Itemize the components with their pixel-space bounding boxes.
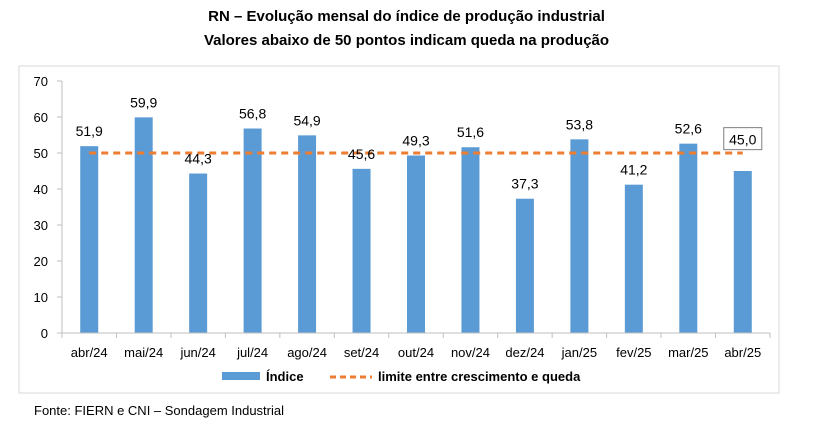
x-tick-label: fev/25 (616, 345, 651, 360)
bar (352, 168, 371, 333)
x-tick-label: set/24 (344, 345, 379, 360)
legend-bar-label: Índice (266, 369, 304, 384)
bar (407, 155, 425, 333)
data-label: 45,6 (348, 146, 375, 162)
x-tick-label: jan/25 (561, 345, 597, 360)
data-label: 45,0 (729, 132, 756, 148)
legend: Índice limite entre crescimento e queda (222, 369, 581, 384)
y-tick-label: 50 (34, 146, 48, 161)
data-label: 52,6 (675, 121, 702, 137)
y-tick-label: 10 (34, 290, 48, 305)
bar (733, 171, 752, 333)
bar (134, 117, 153, 333)
data-label: 51,6 (457, 124, 484, 140)
x-tick-label: jul/24 (236, 345, 268, 360)
chart-title: RN – Evolução mensal do índice de produç… (208, 8, 605, 25)
bar (298, 135, 317, 333)
x-tick-label: nov/24 (451, 345, 490, 360)
bar (189, 173, 208, 333)
data-label: 37,3 (511, 176, 538, 192)
data-label: 56,8 (239, 106, 266, 122)
bar (515, 198, 534, 333)
x-tick-label: ago/24 (287, 345, 327, 360)
y-tick-label: 30 (34, 218, 48, 233)
data-label: 41,2 (620, 162, 647, 178)
data-label-box (723, 127, 763, 151)
x-tick-label: mar/25 (668, 345, 708, 360)
y-tick-label: 40 (34, 182, 48, 197)
y-tick-label: 70 (34, 74, 48, 89)
bar (570, 139, 589, 333)
data-label: 54,9 (293, 112, 320, 128)
y-tick-label: 60 (34, 110, 48, 125)
data-label: 59,9 (130, 94, 157, 110)
y-tick-label: 20 (34, 254, 48, 269)
bar (461, 147, 480, 333)
chart-subtitle: Valores abaixo de 50 pontos indicam qued… (203, 32, 610, 49)
bar (80, 146, 99, 333)
source-note: Fonte: FIERN e CNI – Sondagem Industrial (34, 403, 285, 418)
data-label: 44,3 (185, 151, 212, 167)
bar (624, 184, 643, 333)
bar (243, 128, 262, 333)
y-tick-label: 0 (41, 326, 48, 341)
data-label: 51,9 (76, 123, 103, 139)
x-tick-label: dez/24 (505, 345, 544, 360)
x-tick-label: out/24 (398, 345, 434, 360)
bar (679, 143, 698, 333)
x-tick-label: abr/24 (71, 345, 108, 360)
data-label: 49,3 (402, 133, 429, 149)
y-axis: 0 10 20 30 40 50 60 70 (34, 74, 63, 341)
bar-series (80, 117, 752, 333)
data-label: 53,8 (566, 116, 593, 132)
x-tick-label: abr/25 (724, 345, 761, 360)
x-axis: abr/24 mai/24 jun/24 jul/24 ago/24 set/24 out/… (61, 332, 771, 360)
x-tick-label: jun/24 (179, 345, 215, 360)
legend-line-label: limite entre crescimento e queda (378, 369, 581, 384)
x-tick-label: mai/24 (124, 345, 163, 360)
legend-bar-swatch (222, 372, 260, 380)
chart-frame (18, 65, 780, 394)
data-labels: 51,9 59,9 44,3 56,8 54,9 45,6 49,3 51,6 37,3 53,8… (76, 94, 763, 192)
